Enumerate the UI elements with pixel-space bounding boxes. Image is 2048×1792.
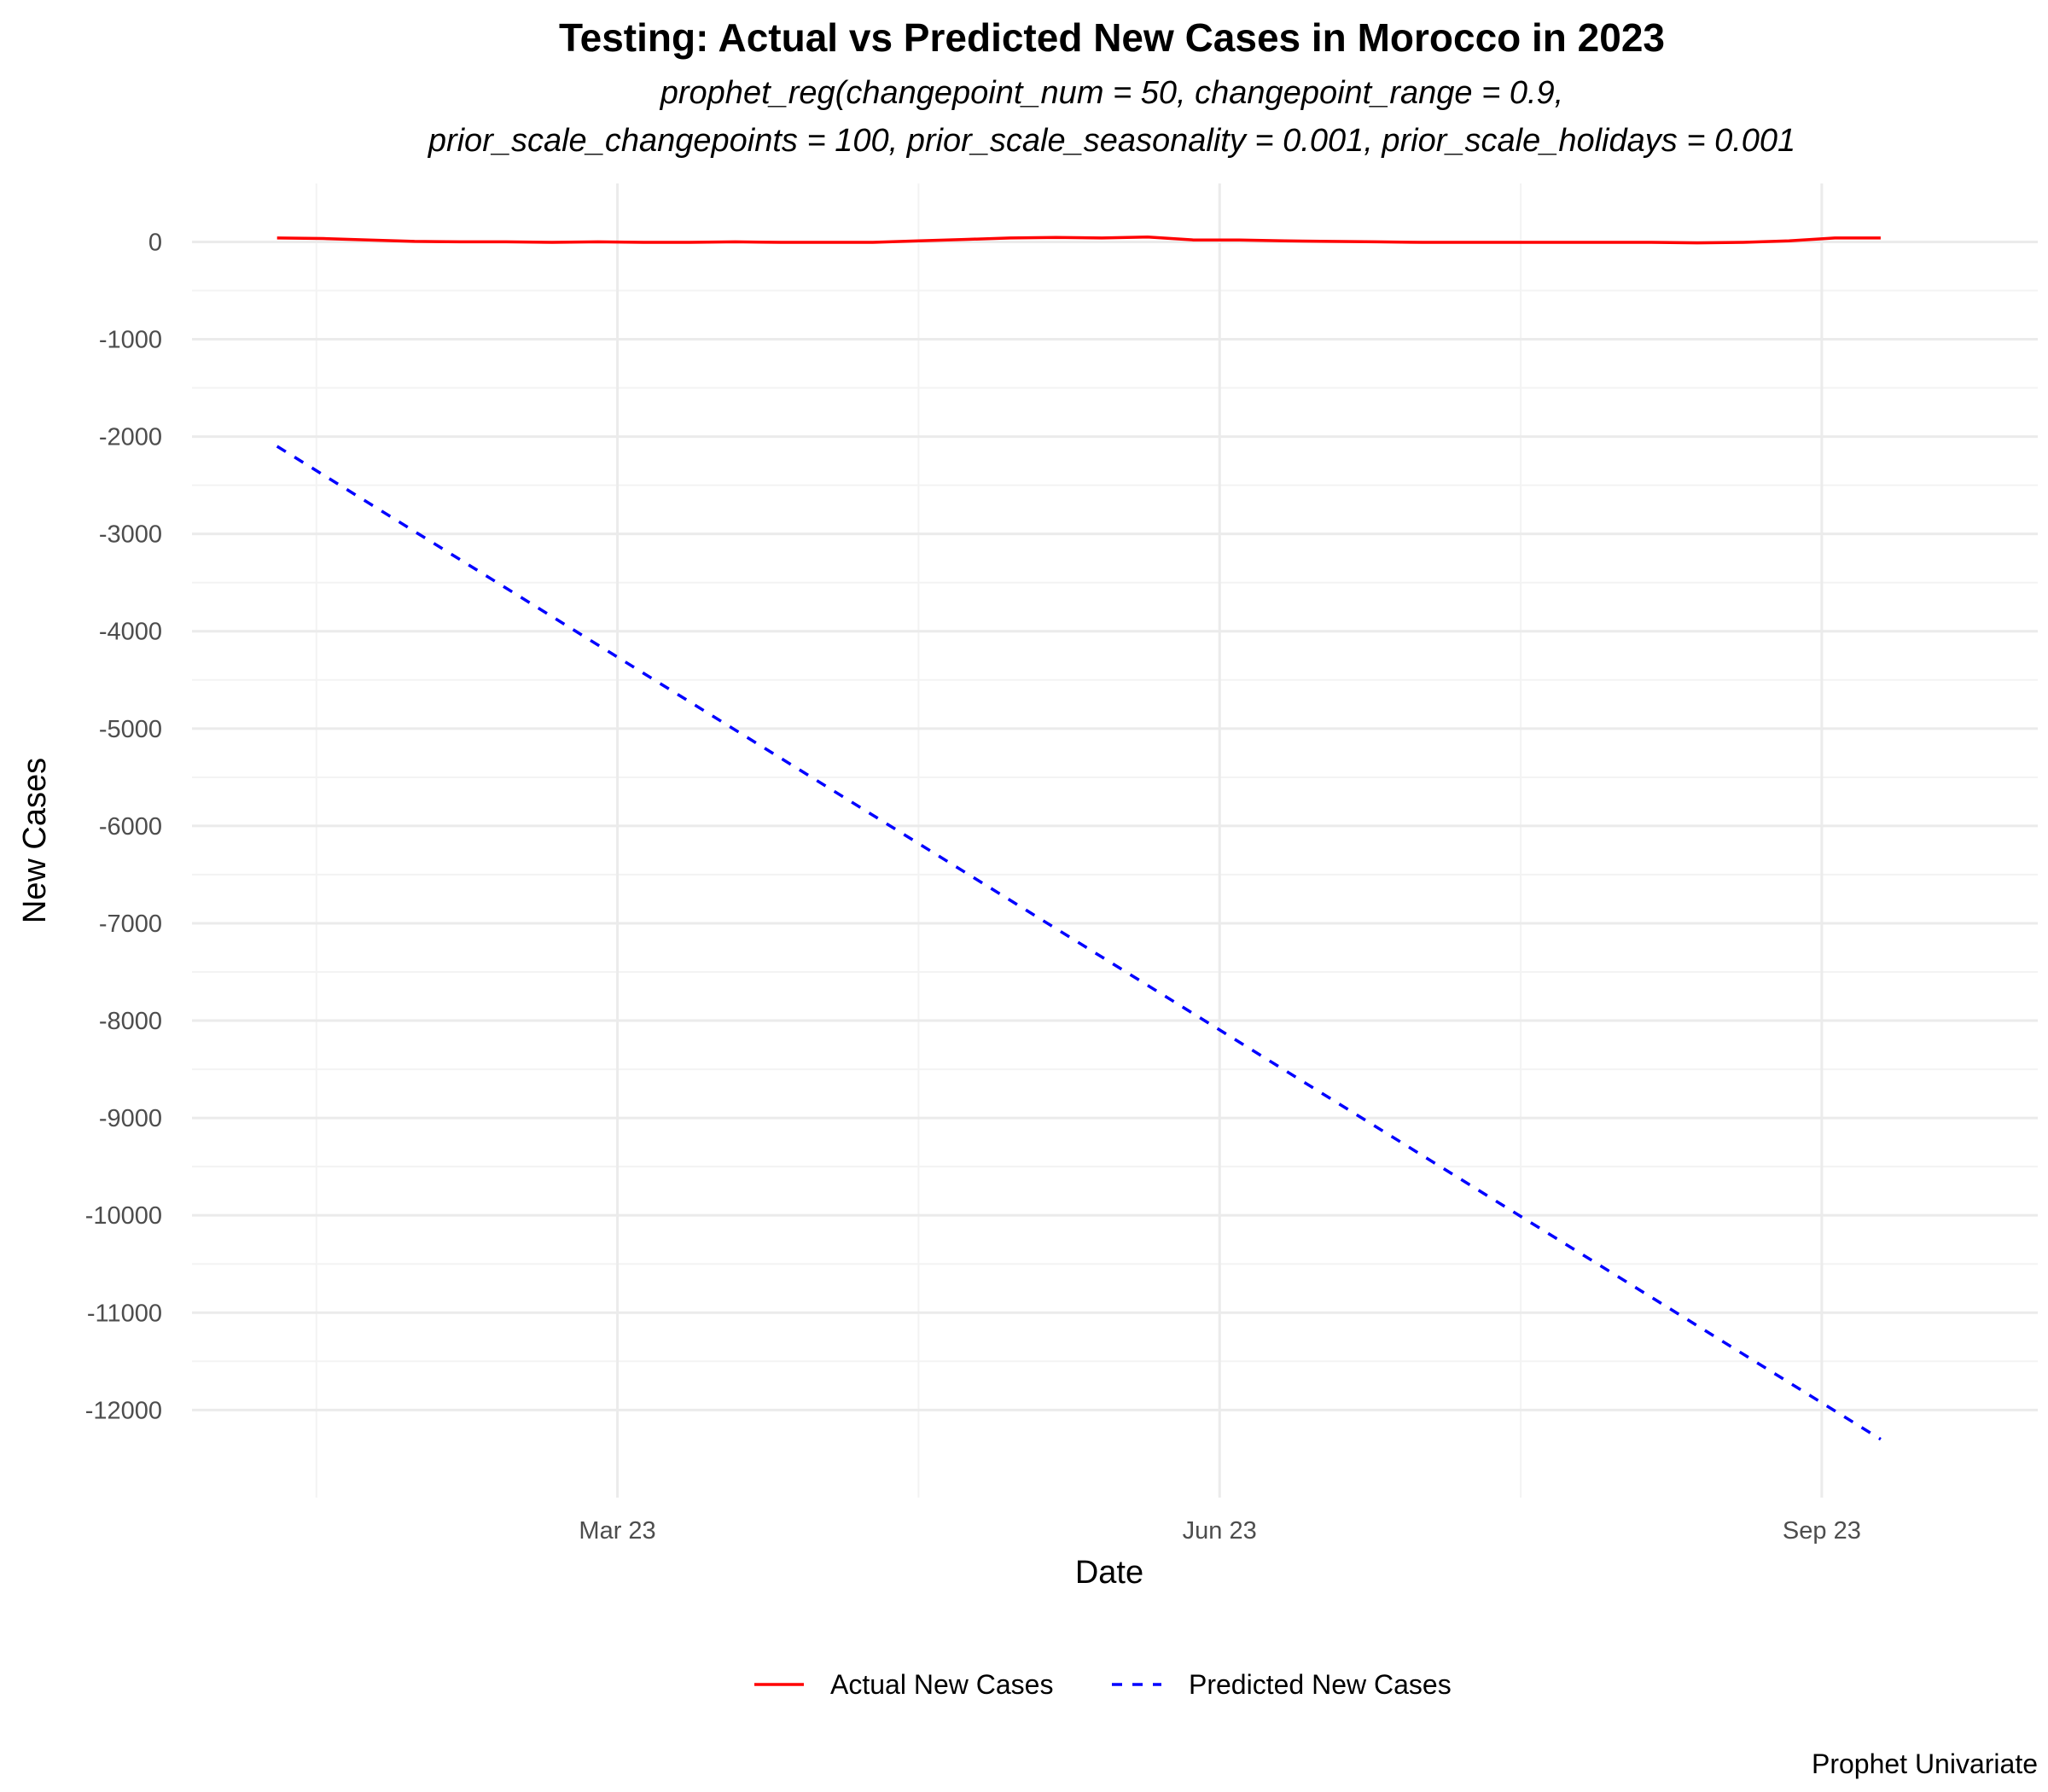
y-tick-label: -6000 bbox=[99, 813, 162, 841]
x-axis-title: Date bbox=[1075, 1555, 1143, 1591]
y-tick-label: -1000 bbox=[99, 327, 162, 354]
y-tick-label: -11000 bbox=[87, 1300, 162, 1327]
predicted-series-line bbox=[276, 445, 1882, 1441]
grid-lines bbox=[192, 183, 2038, 1498]
chart-caption: Prophet Univariate bbox=[1812, 1748, 2038, 1779]
y-tick-label: -7000 bbox=[99, 911, 162, 938]
y-tick-label: -2000 bbox=[99, 424, 162, 451]
x-tick-label: Sep 23 bbox=[1783, 1517, 1861, 1545]
y-tick-label: -12000 bbox=[85, 1397, 162, 1424]
y-tick-label: -4000 bbox=[99, 619, 162, 646]
chart-subtitle-line-2: prior_scale_changepoints = 100, prior_sc… bbox=[428, 123, 1795, 159]
y-axis-ticks: 0 -1000 -2000 -3000 -4000 -5000 -6000 -7000 -800… bbox=[85, 229, 162, 1424]
y-tick-label: 0 bbox=[148, 229, 162, 256]
y-tick-label: -8000 bbox=[99, 1008, 162, 1035]
legend-label-actual: Actual New Cases bbox=[830, 1669, 1053, 1700]
legend: Actual New Cases Predicted New Cases bbox=[754, 1669, 1452, 1700]
y-axis-title: New Cases bbox=[17, 758, 53, 923]
y-tick-label: -9000 bbox=[99, 1105, 162, 1132]
legend-label-predicted: Predicted New Cases bbox=[1189, 1669, 1452, 1700]
x-tick-label: Mar 23 bbox=[579, 1517, 655, 1545]
x-tick-label: Jun 23 bbox=[1183, 1517, 1257, 1545]
chart-subtitle-line-1: prophet_reg(changepoint_num = 50, change… bbox=[660, 75, 1564, 111]
y-tick-label: -10000 bbox=[85, 1202, 162, 1230]
y-tick-label: -5000 bbox=[99, 716, 162, 743]
actual-series-line bbox=[276, 235, 1881, 245]
chart-title: Testing: Actual vs Predicted New Cases i… bbox=[559, 15, 1665, 60]
x-axis-ticks: Mar 23 Jun 23 Sep 23 bbox=[579, 1517, 1860, 1545]
y-tick-label: -3000 bbox=[99, 521, 162, 549]
series-lines bbox=[276, 235, 1882, 1441]
